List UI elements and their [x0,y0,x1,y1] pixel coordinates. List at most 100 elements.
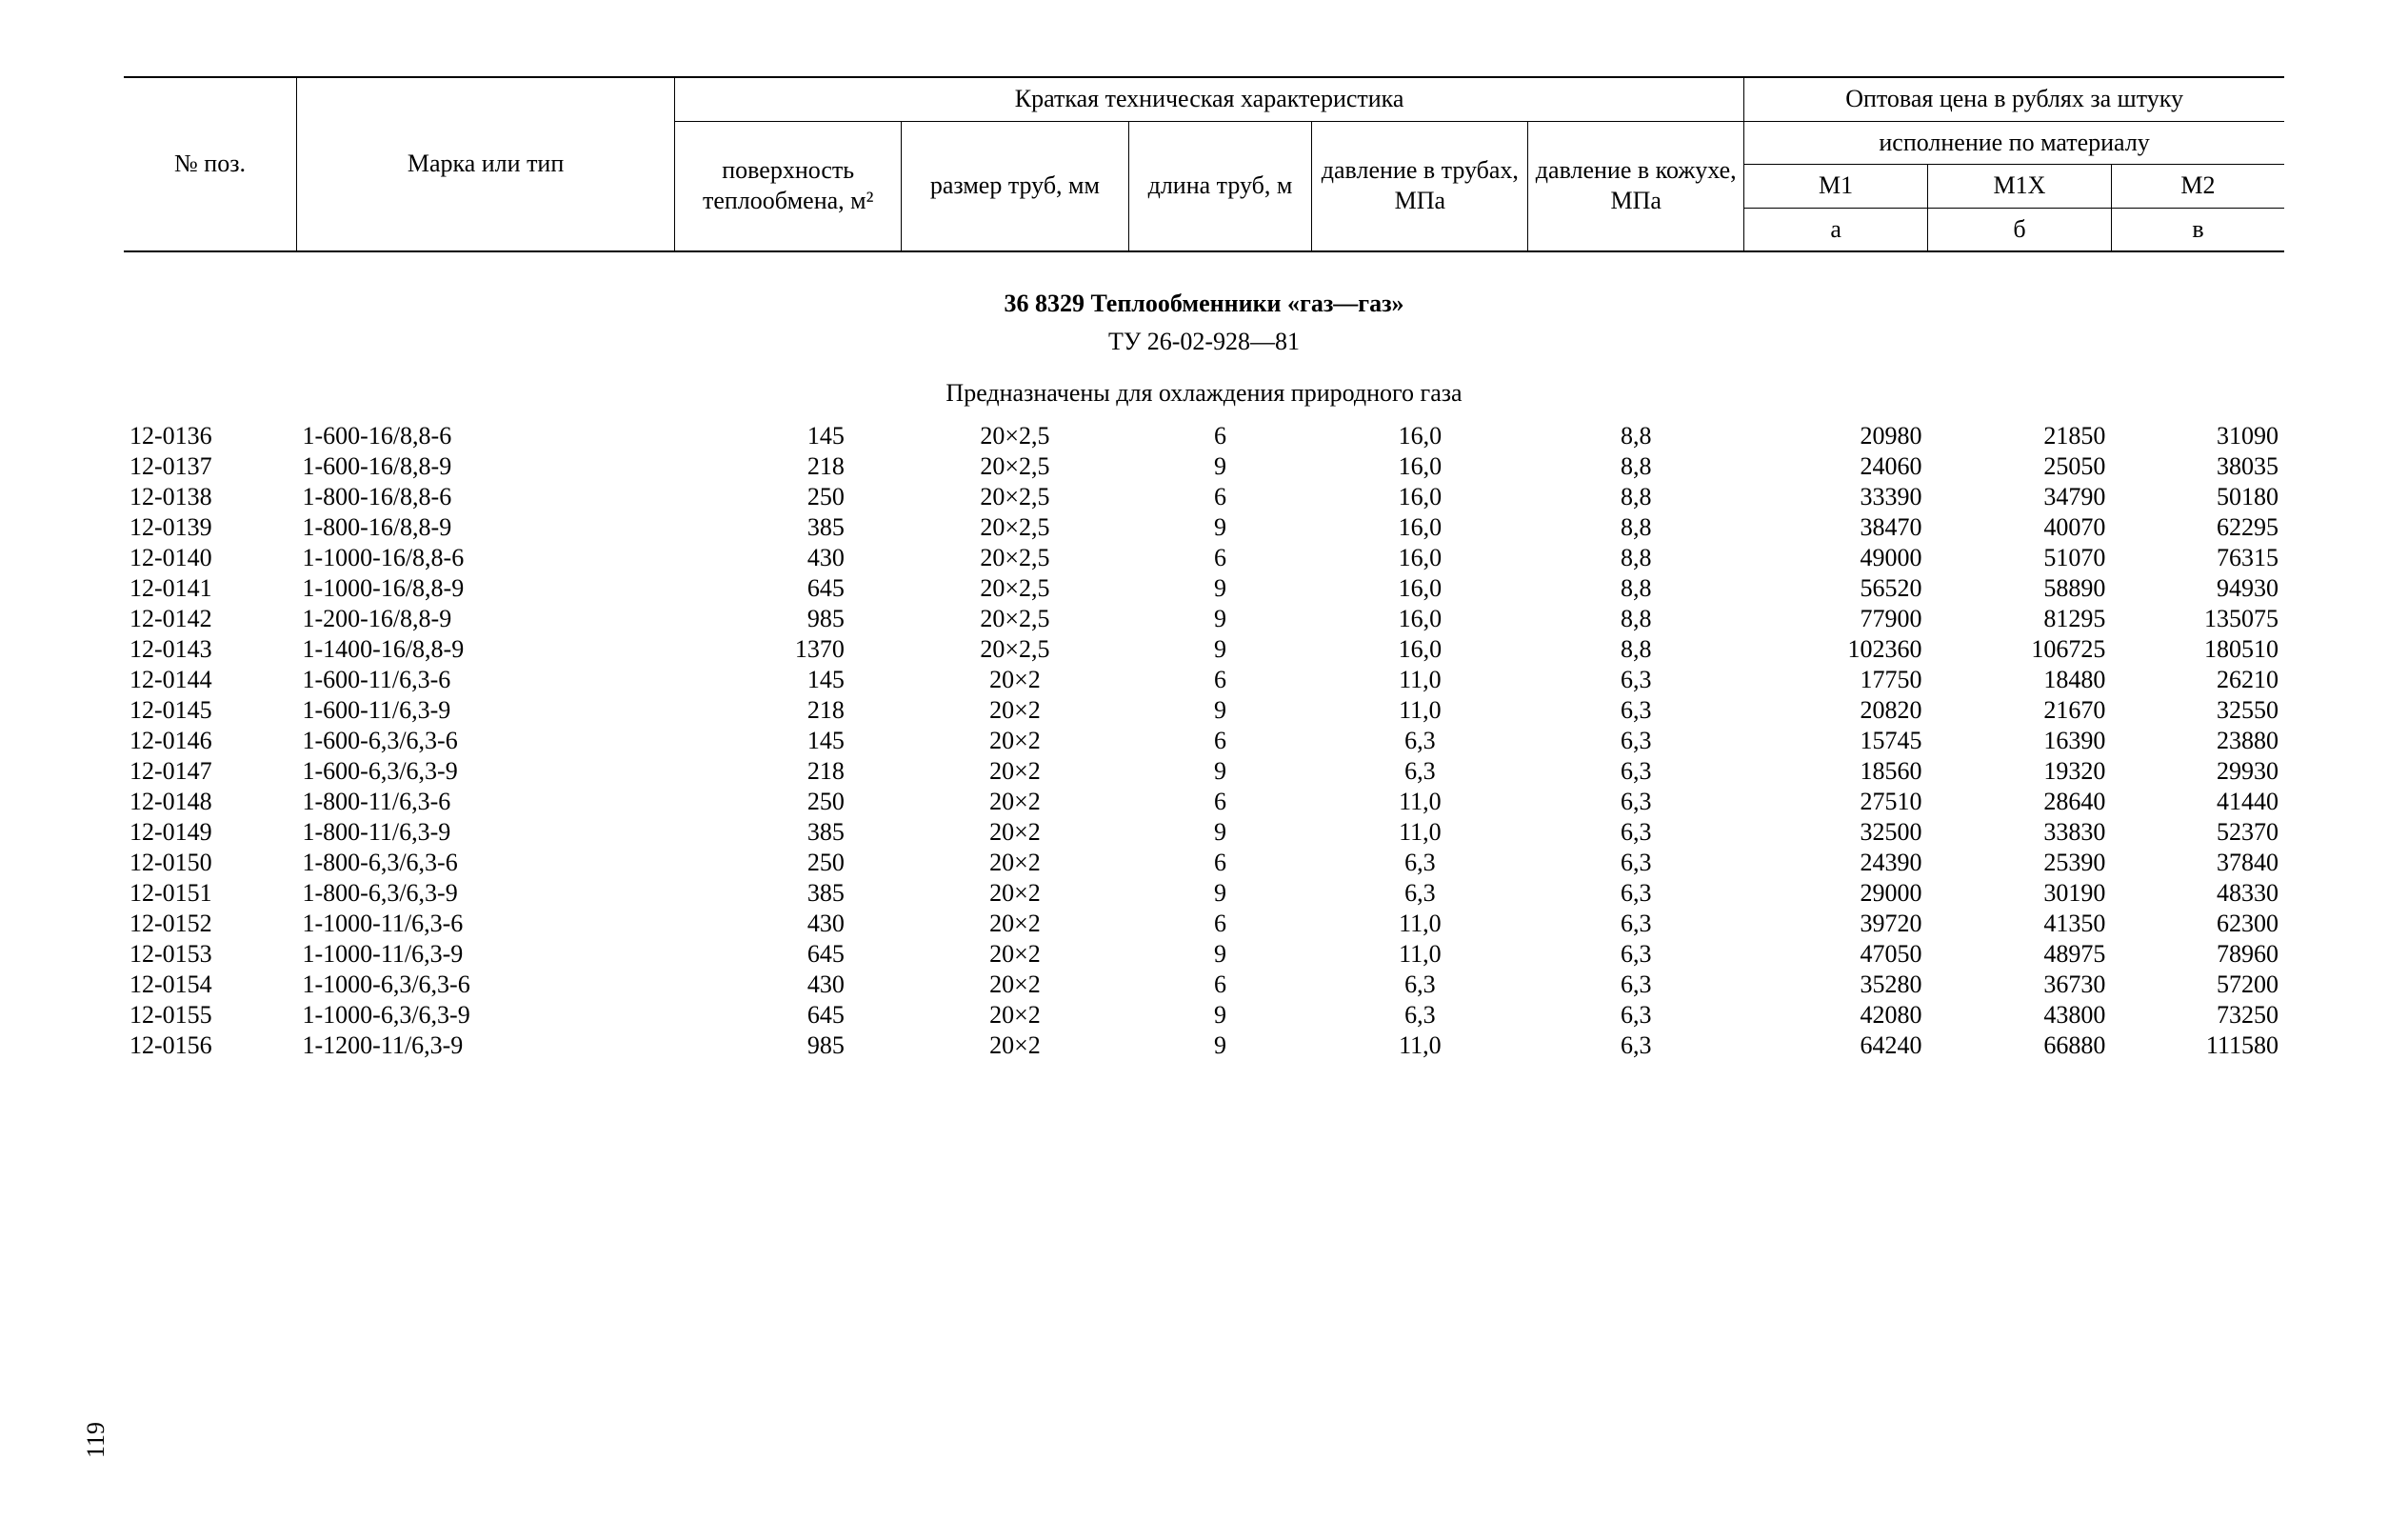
col-header-v: в [2111,208,2284,251]
col-header-p-shell: давление в кожухе, МПа [1528,121,1744,251]
cell: 33390 [1744,482,1928,512]
cell: 6,3 [1312,848,1528,878]
cell: 41440 [2111,787,2284,817]
cell: 9 [1128,512,1312,543]
cell: 20×2 [902,787,1128,817]
cell: 20×2 [902,817,1128,848]
cell: 218 [675,756,902,787]
cell: 37840 [2111,848,2284,878]
cell: 78960 [2111,939,2284,970]
col-header-m2: М2 [2111,165,2284,209]
cell: 33830 [1928,817,2112,848]
cell: 20×2,5 [902,421,1128,451]
cell: 12-0150 [124,848,297,878]
cell: 1-1000-6,3/6,3-6 [297,970,675,1000]
cell: 9 [1128,817,1312,848]
cell: 1-800-6,3/6,3-6 [297,848,675,878]
table-row: 12-01531-1000-11/6,3-964520×2911,06,3470… [124,939,2284,970]
cell: 6,3 [1528,848,1744,878]
cell: 1-600-16/8,8-6 [297,421,675,451]
cell: 16,0 [1312,451,1528,482]
cell: 26210 [2111,665,2284,695]
cell: 20×2 [902,1000,1128,1030]
cell: 1-600-11/6,3-9 [297,695,675,726]
cell: 180510 [2111,634,2284,665]
cell: 12-0147 [124,756,297,787]
cell: 6 [1128,970,1312,1000]
cell: 21850 [1928,421,2112,451]
cell: 16,0 [1312,573,1528,604]
cell: 1-1200-11/6,3-9 [297,1030,675,1061]
cell: 6 [1128,726,1312,756]
cell: 12-0148 [124,787,297,817]
cell: 12-0138 [124,482,297,512]
cell: 94930 [2111,573,2284,604]
cell: 30190 [1928,878,2112,909]
cell: 218 [675,451,902,482]
cell: 145 [675,665,902,695]
cell: 20×2,5 [902,512,1128,543]
cell: 11,0 [1312,695,1528,726]
cell: 9 [1128,1000,1312,1030]
cell: 41350 [1928,909,2112,939]
cell: 1370 [675,634,902,665]
cell: 12-0141 [124,573,297,604]
cell: 16,0 [1312,421,1528,451]
cell: 1-800-11/6,3-6 [297,787,675,817]
table-row: 12-01511-800-6,3/6,3-938520×296,36,32900… [124,878,2284,909]
cell: 6,3 [1528,756,1744,787]
section-purpose: Предназначены для охлаждения природного … [124,379,2284,408]
cell: 8,8 [1528,604,1744,634]
section-name: Теплообменники «газ—газ» [1090,290,1403,317]
col-header-tube-size: размер труб, мм [902,121,1128,251]
cell: 38470 [1744,512,1928,543]
table-row: 12-01371-600-16/8,8-921820×2,5916,08,824… [124,451,2284,482]
cell: 66880 [1928,1030,2112,1061]
cell: 385 [675,817,902,848]
cell: 42080 [1744,1000,1928,1030]
cell: 12-0156 [124,1030,297,1061]
cell: 9 [1128,939,1312,970]
cell: 27510 [1744,787,1928,817]
cell: 6,3 [1312,726,1528,756]
table-row: 12-01451-600-11/6,3-921820×2911,06,32082… [124,695,2284,726]
cell: 9 [1128,1030,1312,1061]
table-row: 12-01521-1000-11/6,3-643020×2611,06,3397… [124,909,2284,939]
cell: 6 [1128,787,1312,817]
cell: 6,3 [1528,970,1744,1000]
cell: 645 [675,573,902,604]
cell: 430 [675,543,902,573]
table-row: 12-01411-1000-16/8,8-964520×2,5916,08,85… [124,573,2284,604]
cell: 15745 [1744,726,1928,756]
cell: 6 [1128,848,1312,878]
col-header-p-tube: давление в трубах, МПа [1312,121,1528,251]
cell: 21670 [1928,695,2112,726]
cell: 48975 [1928,939,2112,970]
cell: 12-0136 [124,421,297,451]
cell: 1-1000-6,3/6,3-9 [297,1000,675,1030]
table-row: 12-01421-200-16/8,8-998520×2,5916,08,877… [124,604,2284,634]
cell: 76315 [2111,543,2284,573]
cell: 385 [675,512,902,543]
cell: 20×2 [902,1030,1128,1061]
cell: 17750 [1744,665,1928,695]
cell: 12-0155 [124,1000,297,1030]
cell: 6 [1128,665,1312,695]
cell: 1-1000-11/6,3-6 [297,909,675,939]
table-row: 12-01491-800-11/6,3-938520×2911,06,33250… [124,817,2284,848]
table-row: 12-01381-800-16/8,8-625020×2,5616,08,833… [124,482,2284,512]
col-header-m1x: М1Х [1928,165,2112,209]
cell: 16,0 [1312,604,1528,634]
cell: 250 [675,848,902,878]
table-row: 12-01561-1200-11/6,3-998520×2911,06,3642… [124,1030,2284,1061]
cell: 51070 [1928,543,2112,573]
cell: 11,0 [1312,909,1528,939]
cell: 1-600-11/6,3-6 [297,665,675,695]
cell: 6,3 [1312,878,1528,909]
cell: 12-0142 [124,604,297,634]
cell: 47050 [1744,939,1928,970]
table-row: 12-01431-1400-16/8,8-9137020×2,5916,08,8… [124,634,2284,665]
cell: 6,3 [1312,756,1528,787]
cell: 12-0140 [124,543,297,573]
cell: 32550 [2111,695,2284,726]
